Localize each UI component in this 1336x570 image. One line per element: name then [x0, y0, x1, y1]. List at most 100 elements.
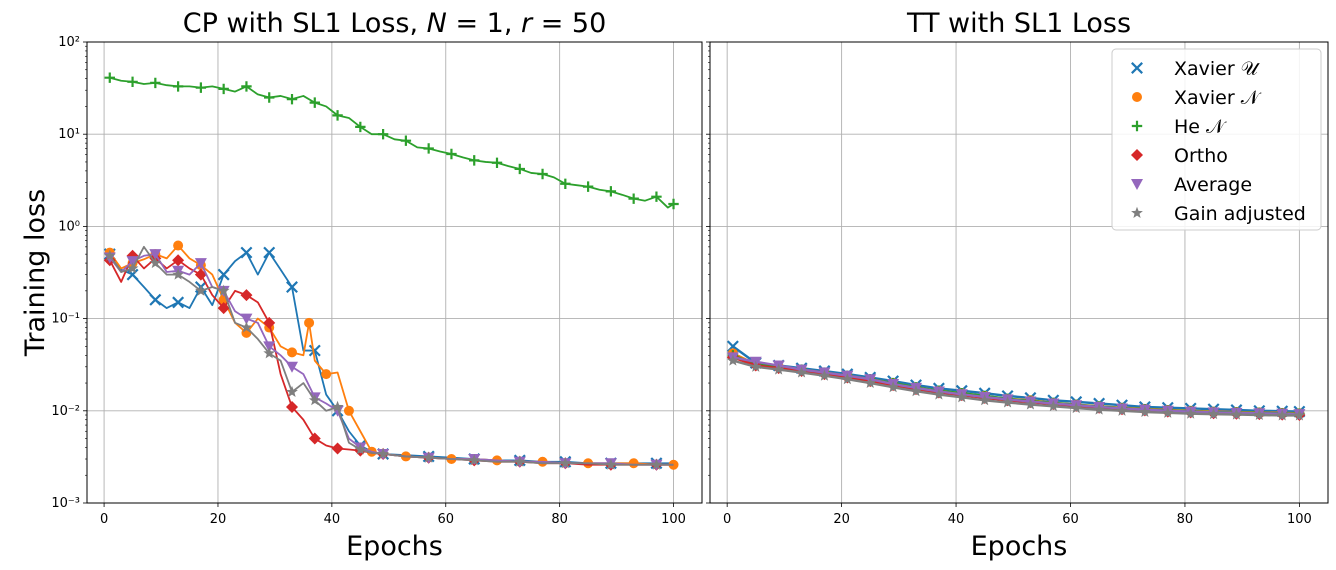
x-tick-label: 80	[1177, 512, 1194, 527]
data-point	[560, 178, 571, 189]
data-point	[331, 442, 344, 455]
data-point	[308, 432, 321, 445]
data-point	[149, 256, 162, 269]
data-point	[149, 293, 162, 306]
data-point	[217, 268, 230, 281]
data-point	[1230, 408, 1243, 420]
axis-ticks: 0 20 40 60 80 100 10⁻³ 10⁻² 10⁻¹ 10⁰ 10¹ 10²	[51, 35, 686, 527]
series-line	[108, 254, 674, 466]
data-point	[1001, 396, 1014, 408]
data-point	[377, 447, 390, 460]
data-point	[1207, 407, 1220, 420]
data-point	[423, 143, 434, 154]
data-point	[263, 341, 276, 353]
legend-item: Ortho	[1131, 145, 1228, 167]
data-point	[1184, 407, 1197, 419]
x-tick-label: 0	[723, 512, 731, 527]
x-tick-label: 60	[1062, 512, 1079, 527]
data-point	[263, 246, 276, 259]
legend-label: Ortho	[1174, 145, 1228, 167]
y-tick-label: 10⁻¹	[51, 312, 80, 327]
legend-marker	[1131, 206, 1143, 219]
y-tick-label: 10¹	[58, 127, 80, 142]
title-part: r	[521, 8, 534, 39]
data-point	[726, 354, 739, 366]
data-point	[422, 451, 435, 463]
data-point	[887, 381, 900, 393]
title-part: = 1,	[447, 8, 521, 39]
data-point	[332, 110, 343, 121]
data-point	[955, 391, 968, 403]
title-part: = 50	[532, 8, 606, 39]
chart-title: CP with SL1 Loss, N = 1, r = 50	[183, 8, 607, 39]
title-part: N	[427, 8, 447, 39]
legend: Xavier 𝒰 Xavier 𝒩 He 𝒩 Ortho Average Gain adj…	[1111, 48, 1322, 231]
data-point	[126, 262, 139, 274]
data-point	[103, 249, 116, 261]
series-line	[732, 359, 1300, 417]
legend-marker	[1131, 149, 1143, 161]
legend-item: Xavier 𝒩	[1132, 87, 1262, 109]
y-tick-label: 10⁰	[58, 219, 80, 234]
data-point	[194, 258, 207, 270]
data-point	[1093, 403, 1106, 415]
data-point	[126, 268, 139, 281]
x-tick-label: 20	[210, 512, 227, 527]
data-point	[263, 347, 276, 359]
legend-item: He 𝒩	[1131, 116, 1227, 138]
data-point	[194, 268, 207, 281]
data-point	[308, 344, 321, 357]
data-point	[263, 316, 276, 329]
data-point	[343, 405, 354, 416]
data-point	[1070, 401, 1083, 414]
x-tick-label: 20	[833, 512, 850, 527]
data-point	[559, 457, 572, 469]
legend-marker	[1131, 62, 1143, 74]
x-tick-label: 40	[324, 512, 341, 527]
data-point	[355, 121, 366, 133]
x-tick-label: 40	[948, 512, 965, 527]
data-point	[149, 249, 162, 261]
series-Xavier 𝒰	[726, 340, 1306, 418]
chart-title: TT with SL1 Loss	[906, 8, 1131, 39]
data-point	[514, 163, 525, 175]
data-point	[910, 385, 922, 397]
series-line	[109, 245, 674, 466]
legend-item: Average	[1131, 174, 1252, 196]
data-point	[264, 92, 275, 103]
data-point	[668, 198, 679, 210]
x-axis-label: Epochs	[971, 531, 1068, 562]
plot-frame	[709, 41, 1329, 504]
panel-2: 0 20 40 60 80 100 TT with SL1 Loss Epochs Xavier…	[706, 8, 1329, 562]
data-point	[1116, 404, 1128, 416]
data-point	[650, 458, 663, 470]
x-tick-label: 100	[661, 512, 686, 527]
data-point	[818, 369, 831, 381]
data-point	[749, 360, 762, 372]
data-point	[537, 168, 548, 180]
data-point	[605, 186, 617, 197]
data-point	[491, 157, 503, 168]
legend-label: Xavier 𝒰	[1174, 58, 1261, 80]
data-point	[1253, 408, 1266, 421]
legend-item: Gain adjusted	[1131, 203, 1306, 225]
legend-marker	[1131, 179, 1143, 190]
data-point	[240, 321, 253, 333]
data-point	[604, 458, 617, 470]
data-point	[304, 317, 315, 328]
x-axis-label: Epochs	[346, 531, 443, 562]
series-line	[732, 356, 1300, 416]
series-Gain adjusted	[726, 354, 1306, 421]
data-point	[195, 82, 207, 93]
data-point	[377, 129, 389, 140]
data-point	[354, 443, 367, 455]
x-tick-label: 80	[551, 512, 568, 527]
data-point	[331, 400, 344, 412]
data-point	[217, 284, 230, 296]
data-point	[628, 458, 639, 469]
panel-1: 0 20 40 60 80 100 10⁻³ 10⁻² 10⁻¹ 10⁰ 10¹ 10² CP with…	[20, 8, 703, 562]
x-tick-label: 60	[437, 512, 454, 527]
data-point	[513, 455, 526, 467]
data-point	[400, 135, 412, 146]
data-point	[150, 77, 161, 89]
